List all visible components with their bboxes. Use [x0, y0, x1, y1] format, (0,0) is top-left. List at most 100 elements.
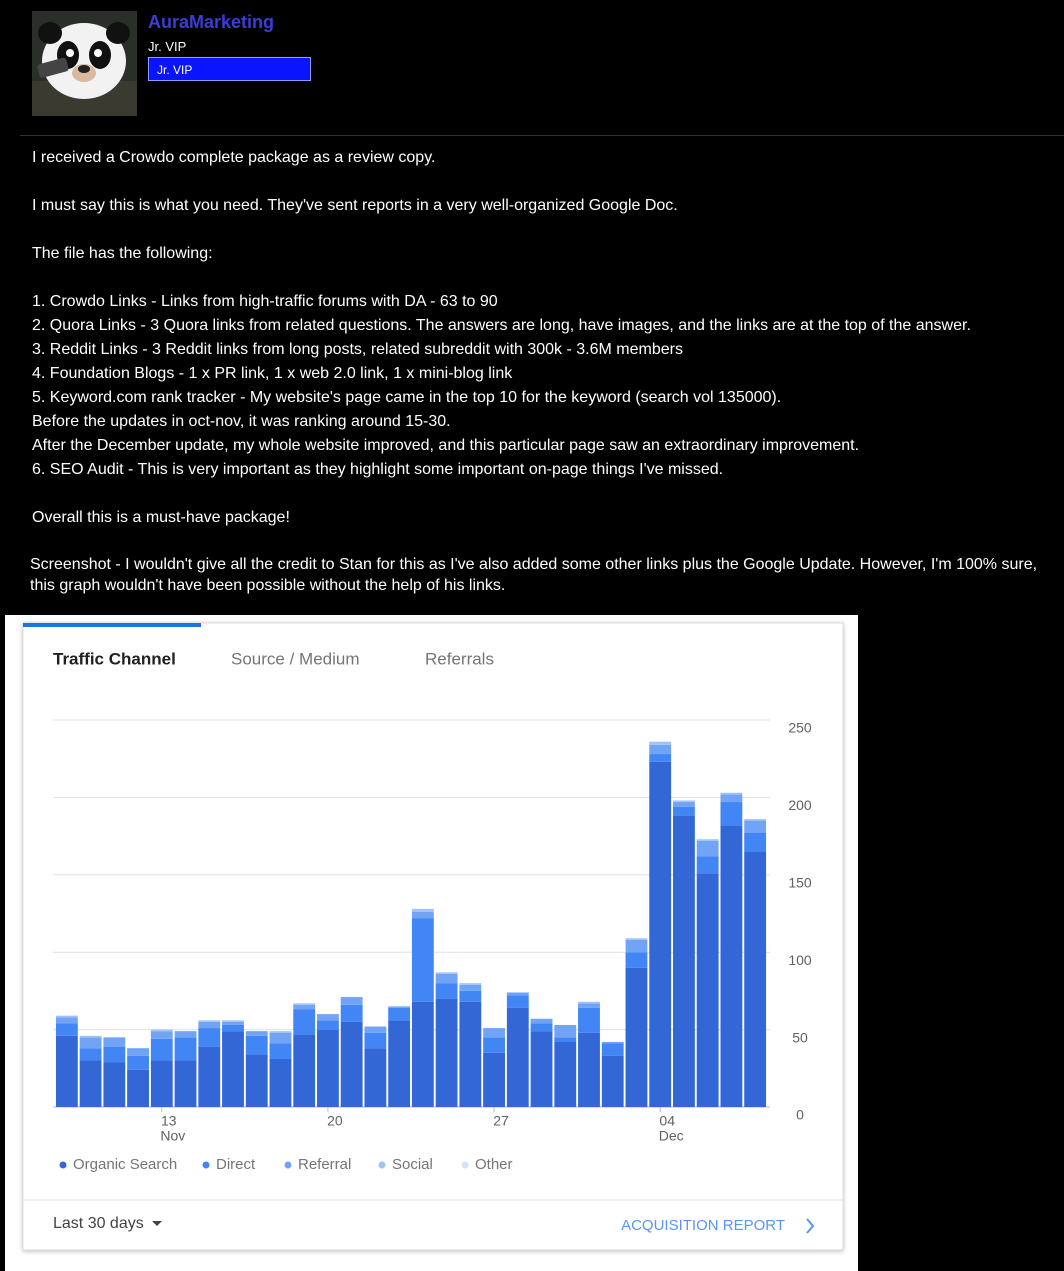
bar-segment	[696, 839, 719, 841]
bar-segment	[127, 1069, 149, 1107]
x-tick-label: 27	[493, 1113, 509, 1129]
tab[interactable]: Referrals	[425, 649, 494, 668]
bar-segment	[530, 1031, 553, 1107]
bar-segment	[269, 1031, 292, 1033]
bar-segment	[625, 967, 648, 1107]
x-tick-label: 20	[327, 1113, 343, 1129]
bar-segment	[79, 1037, 102, 1049]
bar-segment	[198, 1020, 221, 1022]
bar-segment	[625, 938, 648, 940]
bar-segment	[720, 825, 743, 1107]
bar-segment	[483, 1028, 505, 1038]
bar-segment	[673, 802, 695, 807]
bar-segment	[673, 806, 695, 816]
bar-segment	[245, 1031, 268, 1036]
bar-segment	[506, 995, 529, 1008]
y-tick-label: 200	[788, 797, 812, 813]
legend-label: Social	[392, 1156, 433, 1173]
text-line: I received a Crowdo complete package as …	[32, 149, 436, 166]
bar-segment	[483, 1037, 505, 1053]
text-line: Before the updates in oct-nov, it was ra…	[32, 413, 451, 430]
bar-segment	[293, 1003, 316, 1005]
chart-panel: Last 30 days ACQUISITION REPORT Traffic …	[5, 615, 858, 1271]
paragraph: The file has the following:	[32, 242, 1064, 266]
legend-marker	[59, 1161, 67, 1169]
paragraph: Screenshot - I wouldn't give all the cre…	[30, 554, 1064, 596]
bar-segment	[649, 754, 672, 762]
text-line: Overall this is a must-have package!	[32, 509, 290, 526]
y-tick-label: 150	[788, 875, 812, 891]
report-link[interactable]: ACQUISITION REPORT	[621, 1217, 785, 1234]
x-sublabel: Dec	[659, 1128, 684, 1144]
bar-segment	[649, 741, 672, 745]
bar-segment	[269, 1043, 292, 1060]
bar-segment	[127, 1055, 149, 1070]
bar-segment	[411, 918, 434, 1002]
bar-segment	[578, 1003, 600, 1008]
dropdown-icon[interactable]	[152, 1221, 162, 1226]
legend-label: Direct	[216, 1156, 256, 1173]
x-tick-label: 13	[161, 1113, 177, 1129]
bar-segment	[174, 1031, 197, 1038]
bar-segment	[293, 1034, 316, 1107]
bar-segment	[435, 972, 458, 974]
bar-segment	[317, 1029, 339, 1107]
bar-segment	[459, 984, 482, 991]
text-line: The file has the following:	[32, 245, 213, 262]
date-range[interactable]: Last 30 days	[53, 1215, 144, 1232]
bar-segment	[388, 1006, 411, 1008]
tab[interactable]: Traffic Channel	[53, 649, 176, 668]
text-line: 2. Quora Links - 3 Quora links from rela…	[32, 317, 971, 334]
bar-segment	[150, 1031, 173, 1039]
x-tick-label: 04	[659, 1113, 675, 1129]
bar-segment	[245, 1054, 268, 1107]
bar-segment	[55, 1015, 78, 1018]
bar-segment	[269, 1059, 292, 1107]
text-line: 1. Crowdo Links - Links from high-traffi…	[32, 293, 498, 310]
bar-segment	[103, 1062, 126, 1107]
paragraph: I must say this is what you need. They'v…	[32, 194, 1064, 218]
legend-marker	[284, 1161, 292, 1169]
chevron-icon[interactable]	[806, 1218, 815, 1234]
bar-segment	[720, 792, 743, 795]
bar-segment	[222, 1024, 244, 1032]
bar-segment	[530, 1023, 553, 1032]
bar-segment	[411, 1001, 434, 1107]
bar-segment	[55, 1035, 78, 1107]
x-sublabel: Nov	[160, 1128, 185, 1144]
tab[interactable]: Source / Medium	[231, 649, 360, 668]
avatar[interactable]	[32, 11, 137, 116]
text-line: 4. Foundation Blogs - 1 x PR link, 1 x w…	[32, 365, 513, 382]
bar-segment	[435, 973, 458, 984]
paragraph: 1. Crowdo Links - Links from high-traffi…	[32, 290, 1064, 482]
paragraph: Overall this is a must-have package!	[32, 506, 1064, 530]
bar-segment	[364, 1032, 387, 1049]
bar-segment	[79, 1060, 102, 1107]
bar-segment	[673, 815, 695, 1107]
text-line: After the December update, my whole webs…	[32, 437, 860, 454]
legend-label: Other	[475, 1156, 513, 1173]
bar-segment	[554, 1037, 577, 1042]
bar-segment	[578, 1007, 600, 1033]
bar-segment	[293, 1009, 316, 1035]
bar-segment	[222, 1031, 244, 1107]
user-badge: Jr. VIP	[148, 57, 311, 81]
bar-segment	[673, 800, 695, 803]
username[interactable]: AuraMarketing	[148, 12, 275, 32]
legend-marker	[461, 1161, 469, 1169]
bar-segment	[103, 1046, 126, 1063]
bar-segment	[554, 1041, 577, 1107]
text-line: 5. Keyword.com rank tracker - My website…	[32, 389, 782, 406]
bar-segment	[174, 1060, 197, 1107]
bar-segment	[127, 1048, 149, 1056]
bar-segment	[222, 1021, 244, 1025]
bar-segment	[744, 833, 767, 852]
bar-segment	[625, 952, 648, 968]
bar-segment	[55, 1017, 78, 1024]
bar-segment	[459, 983, 482, 985]
bar-segment	[103, 1037, 126, 1047]
bar-segment	[601, 1055, 624, 1107]
bar-segment	[649, 761, 672, 1107]
text-line: 3. Reddit Links - 3 Reddit links from lo…	[32, 341, 683, 358]
bar-segment	[720, 802, 743, 826]
